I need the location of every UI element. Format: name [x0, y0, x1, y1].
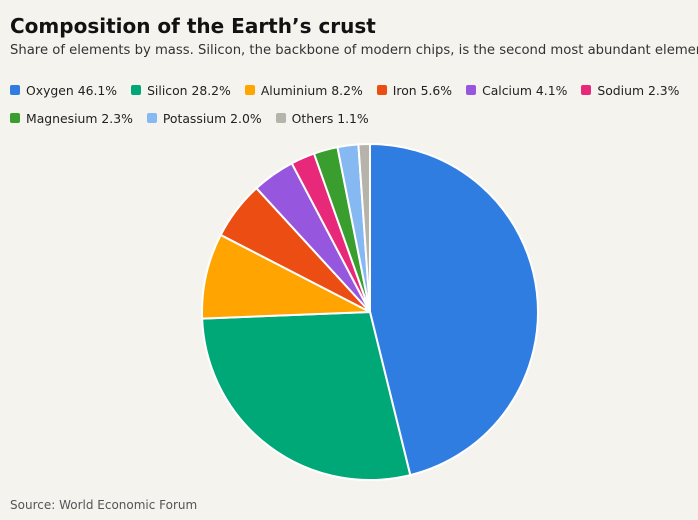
legend-item-aluminium: Aluminium 8.2% — [244, 82, 363, 98]
legend-swatch-calcium — [466, 85, 477, 95]
legend-swatch-sodium — [581, 85, 592, 95]
pie-slice-silicon — [201, 311, 412, 481]
pie-slice-aluminium — [201, 233, 371, 320]
legend-label-aluminium: Aluminium 8.2% — [260, 82, 363, 98]
chart-source: Source: World Economic Forum — [10, 498, 198, 512]
chart-subtitle: Share of elements by mass. Silicon, the … — [10, 43, 698, 58]
legend-swatch-oxygen — [10, 85, 20, 95]
pie-slice-others — [357, 142, 371, 313]
legend-row-1: Oxygen 46.1% Silicon 28.2% Aluminium 8.2… — [10, 81, 693, 99]
legend-swatch-silicon — [131, 85, 142, 95]
legend-item-potassium: Potassium 2.0% — [146, 110, 262, 126]
pie-chart — [201, 142, 539, 481]
legend-item-sodium: Sodium 2.3% — [581, 83, 679, 98]
legend-swatch-others — [275, 113, 286, 123]
legend-item-silicon: Silicon 28.2% — [131, 83, 231, 98]
legend-swatch-aluminium — [244, 85, 255, 95]
legend-label-potassium: Potassium 2.0% — [162, 110, 262, 126]
legend-item-oxygen: Oxygen 46.1% — [10, 83, 117, 98]
legend-swatch-magnesium — [10, 113, 20, 123]
legend-label-sodium: Sodium 2.3% — [597, 82, 680, 98]
legend-swatch-iron — [376, 85, 387, 95]
legend-item-magnesium: Magnesium 2.3% — [10, 111, 133, 126]
chart-title: Composition of the Earth’s crust — [10, 14, 376, 38]
legend-row-2: Magnesium 2.3% Potassium 2.0% Others 1.1… — [10, 109, 383, 127]
legend-swatch-potassium — [146, 113, 157, 123]
legend-label-magnesium: Magnesium 2.3% — [26, 110, 133, 126]
legend-label-iron: Iron 5.6% — [392, 82, 453, 98]
legend-label-silicon: Silicon 28.2% — [147, 82, 231, 98]
pie-slice-oxygen — [369, 143, 539, 477]
legend-item-iron: Iron 5.6% — [376, 82, 453, 98]
legend-item-others: Others 1.1% — [275, 110, 369, 126]
legend-label-calcium: Calcium 4.1% — [482, 82, 568, 98]
legend-label-others: Others 1.1% — [291, 110, 369, 126]
legend-label-oxygen: Oxygen 46.1% — [26, 82, 118, 98]
pie-slices — [201, 142, 539, 481]
legend-item-calcium: Calcium 4.1% — [466, 83, 567, 98]
